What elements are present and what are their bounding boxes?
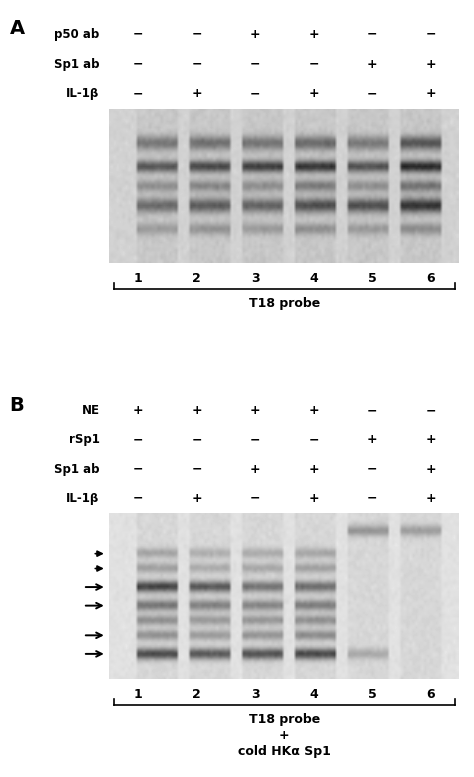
Text: T18 probe
+
cold HKα Sp1: T18 probe + cold HKα Sp1: [238, 713, 331, 758]
Text: −: −: [191, 57, 202, 71]
Text: +: +: [191, 404, 202, 417]
Text: −: −: [133, 492, 144, 505]
Text: 4: 4: [309, 272, 318, 285]
Text: +: +: [425, 87, 436, 100]
Text: −: −: [250, 434, 260, 447]
Text: −: −: [250, 57, 260, 71]
Text: 3: 3: [251, 688, 259, 701]
Text: +: +: [367, 57, 377, 71]
Text: −: −: [367, 492, 377, 505]
Text: +: +: [308, 462, 319, 476]
Text: +: +: [425, 462, 436, 476]
Text: −: −: [191, 28, 202, 41]
Text: +: +: [425, 434, 436, 447]
Text: NE: NE: [82, 404, 100, 417]
Text: A: A: [9, 19, 25, 38]
Text: −: −: [367, 462, 377, 476]
Text: +: +: [425, 492, 436, 505]
Text: T18 probe: T18 probe: [249, 297, 320, 310]
Text: −: −: [425, 404, 436, 417]
Text: +: +: [191, 492, 202, 505]
Text: −: −: [367, 87, 377, 100]
Text: −: −: [250, 492, 260, 505]
Text: 1: 1: [134, 688, 143, 701]
Text: −: −: [367, 404, 377, 417]
Text: 5: 5: [368, 688, 376, 701]
Text: 2: 2: [192, 272, 201, 285]
Text: −: −: [133, 87, 144, 100]
Text: 3: 3: [251, 272, 259, 285]
Text: −: −: [425, 28, 436, 41]
Text: +: +: [367, 434, 377, 447]
Text: +: +: [250, 28, 261, 41]
Text: 4: 4: [309, 688, 318, 701]
Text: −: −: [309, 57, 319, 71]
Text: IL-1β: IL-1β: [66, 87, 100, 100]
Text: 1: 1: [134, 272, 143, 285]
Text: p50 ab: p50 ab: [55, 28, 100, 41]
Text: −: −: [133, 434, 144, 447]
Text: −: −: [133, 57, 144, 71]
Text: 2: 2: [192, 688, 201, 701]
Text: −: −: [191, 462, 202, 476]
Text: rSp1: rSp1: [69, 434, 100, 447]
Text: 6: 6: [426, 272, 435, 285]
Text: Sp1 ab: Sp1 ab: [54, 57, 100, 71]
Text: −: −: [367, 28, 377, 41]
Text: −: −: [133, 28, 144, 41]
Text: B: B: [9, 396, 24, 415]
Text: Sp1 ab: Sp1 ab: [54, 462, 100, 476]
Text: +: +: [191, 87, 202, 100]
Text: 6: 6: [426, 688, 435, 701]
Text: +: +: [133, 404, 144, 417]
Text: +: +: [308, 28, 319, 41]
Text: +: +: [250, 404, 261, 417]
Text: +: +: [250, 462, 261, 476]
Text: +: +: [308, 492, 319, 505]
Text: 5: 5: [368, 272, 376, 285]
Text: −: −: [250, 87, 260, 100]
Text: −: −: [309, 434, 319, 447]
Text: IL-1β: IL-1β: [66, 492, 100, 505]
Text: +: +: [308, 404, 319, 417]
Text: +: +: [425, 57, 436, 71]
Text: −: −: [133, 462, 144, 476]
Text: +: +: [308, 87, 319, 100]
Text: −: −: [191, 434, 202, 447]
